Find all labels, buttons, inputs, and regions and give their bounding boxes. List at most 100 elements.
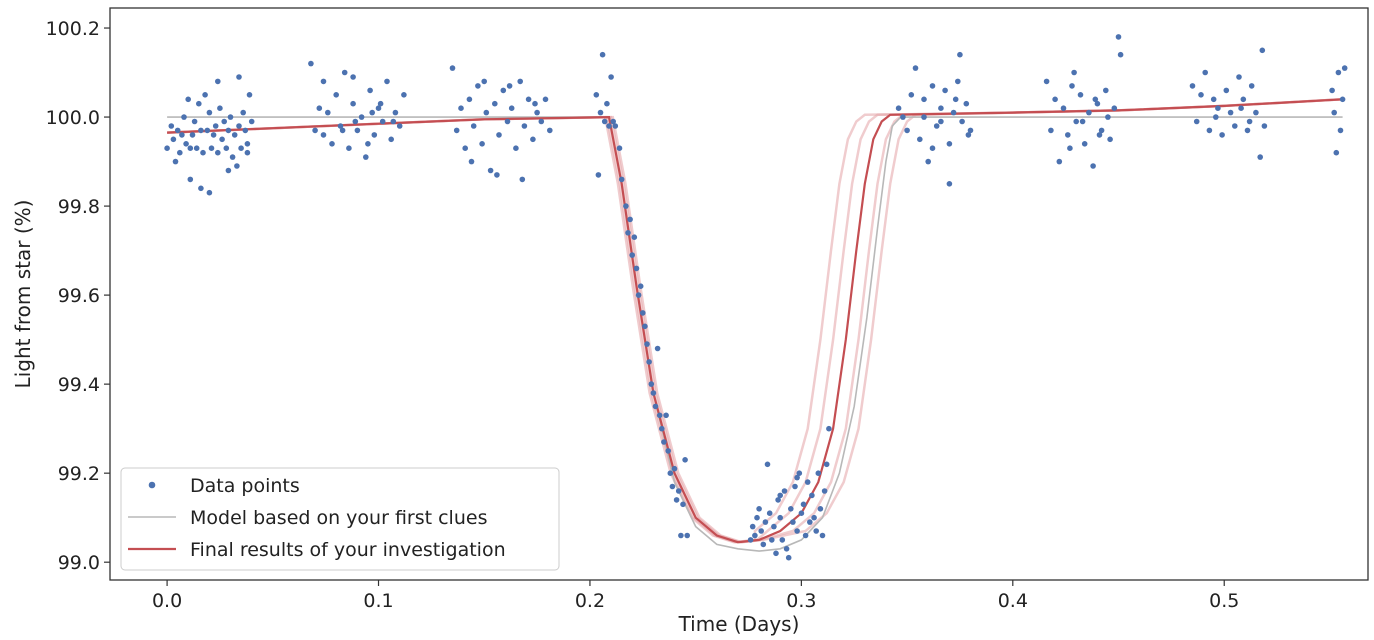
data-point <box>174 127 181 134</box>
data-point <box>933 123 940 129</box>
data-point <box>365 141 371 147</box>
data-point <box>1193 118 1200 125</box>
data-point <box>534 109 540 116</box>
data-point <box>921 96 927 103</box>
data-point <box>659 425 665 432</box>
legend-marker-data-points <box>148 481 156 489</box>
data-point <box>227 114 234 120</box>
data-point <box>1067 145 1073 151</box>
x-tick-label: 0.1 <box>363 590 393 612</box>
data-point <box>325 109 331 116</box>
data-point <box>500 87 507 94</box>
data-point <box>470 123 477 129</box>
data-point <box>388 136 395 143</box>
data-point <box>1079 118 1086 125</box>
legend-label-first-clues: Model based on your first clues <box>190 507 487 529</box>
final-results-band-line-1 <box>167 98 1343 544</box>
data-point <box>1232 123 1238 129</box>
data-point <box>1115 34 1122 40</box>
y-tick-label: 99.6 <box>58 285 100 307</box>
data-point <box>187 176 194 183</box>
data-point <box>231 132 238 138</box>
y-tick-label: 99.8 <box>58 196 100 218</box>
data-point <box>595 172 602 178</box>
data-point <box>198 185 204 192</box>
data-point <box>616 145 623 151</box>
data-point <box>229 154 236 160</box>
data-point <box>191 118 198 125</box>
data-point <box>1248 83 1255 89</box>
data-point <box>925 158 931 165</box>
data-point <box>1331 109 1337 116</box>
data-point <box>363 154 369 160</box>
data-point <box>487 167 494 174</box>
data-point <box>823 461 830 468</box>
data-point <box>1335 69 1342 76</box>
data-point <box>1339 96 1346 103</box>
y-tick-label: 100.2 <box>46 18 100 40</box>
data-point <box>629 252 635 258</box>
data-point <box>813 528 819 534</box>
data-point <box>1105 114 1111 120</box>
data-point <box>950 109 957 116</box>
data-point <box>764 461 771 468</box>
y-tick-label: 99.0 <box>58 552 100 574</box>
data-point <box>217 105 223 111</box>
data-point <box>917 136 923 143</box>
data-point <box>538 118 545 125</box>
data-point <box>375 105 382 111</box>
data-point <box>627 216 633 223</box>
data-point <box>358 114 365 120</box>
data-point <box>244 149 251 156</box>
legend: Data points Model based on your first cl… <box>120 467 560 571</box>
final-results-line <box>167 98 1343 544</box>
data-point <box>221 118 227 125</box>
data-point <box>788 506 794 512</box>
data-point <box>807 519 813 525</box>
data-point <box>475 83 481 89</box>
data-point <box>1257 154 1263 160</box>
data-point <box>219 136 225 143</box>
data-point <box>236 74 242 80</box>
data-point <box>959 118 965 125</box>
data-point <box>352 118 359 125</box>
data-point <box>1206 127 1213 134</box>
data-point <box>202 92 208 98</box>
data-point <box>320 132 327 138</box>
data-point <box>384 78 390 85</box>
data-point <box>1096 132 1103 138</box>
data-point <box>758 528 764 534</box>
data-point <box>593 92 600 98</box>
data-point <box>350 100 356 107</box>
data-point <box>1098 127 1105 134</box>
data-point <box>508 105 515 111</box>
data-point <box>354 127 361 134</box>
data-point <box>371 132 378 138</box>
data-point <box>1210 96 1217 103</box>
data-point <box>244 141 251 147</box>
data-point <box>1337 127 1344 134</box>
data-point <box>494 172 500 178</box>
data-point <box>684 532 690 539</box>
data-point <box>1048 127 1054 134</box>
data-point <box>955 78 961 85</box>
data-point <box>1071 69 1077 76</box>
data-point <box>650 390 657 396</box>
data-point <box>1117 51 1124 58</box>
data-point <box>208 145 215 151</box>
legend-label-final-results: Final results of your investigation <box>190 539 506 561</box>
data-point <box>513 145 519 151</box>
data-point <box>392 109 399 116</box>
data-point <box>762 519 769 525</box>
data-point <box>673 497 680 503</box>
data-point <box>496 132 502 138</box>
data-point <box>667 470 674 477</box>
data-point <box>749 523 756 530</box>
data-point <box>648 381 655 387</box>
data-point <box>669 483 676 490</box>
data-point <box>248 118 255 125</box>
data-point <box>752 532 758 539</box>
data-point <box>329 141 335 147</box>
legend-box <box>120 467 560 571</box>
